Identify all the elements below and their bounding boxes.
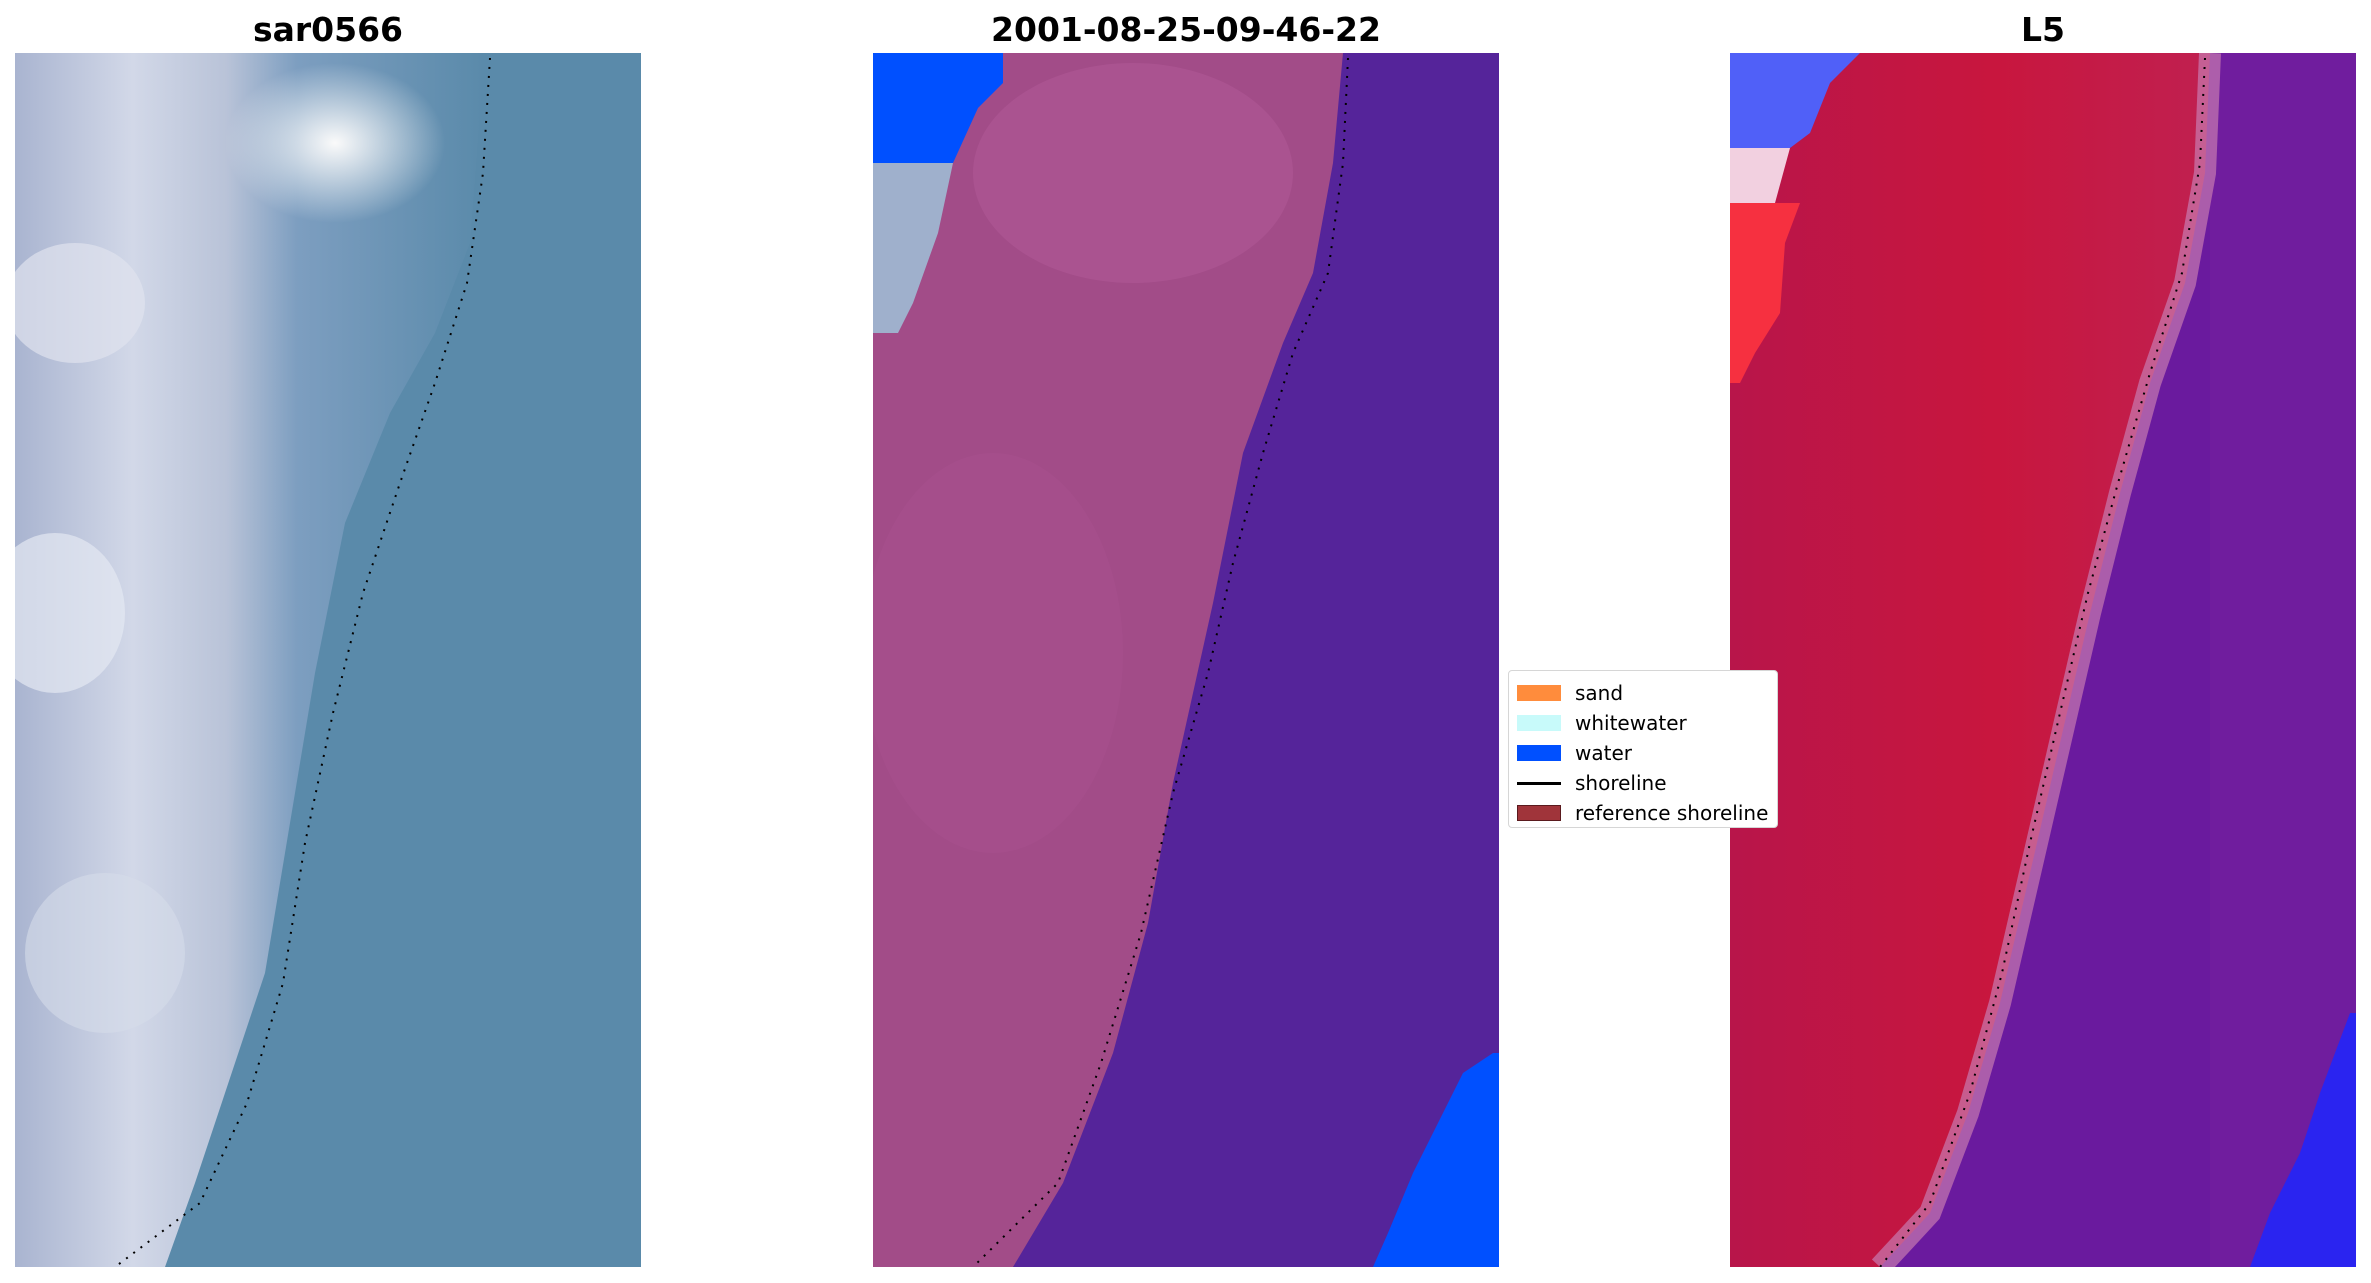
water-swatch — [1517, 745, 1561, 761]
rgb-image — [15, 53, 641, 1267]
water-patch-top — [873, 53, 1003, 163]
legend: sand whitewater water shoreline referenc… — [1508, 670, 1778, 828]
shoreline-rgb — [114, 57, 491, 1267]
reference-shoreline-swatch — [1517, 805, 1561, 821]
legend-label-sand: sand — [1575, 681, 1624, 705]
legend-label-whitewater: whitewater — [1575, 711, 1687, 735]
blue-patch-top — [1730, 53, 1860, 148]
whitewater-swatch — [1517, 715, 1561, 731]
legend-item-reference-shoreline: reference shoreline — [1517, 798, 1768, 828]
legend-item-sand: sand — [1517, 678, 1623, 708]
panel-title-rgb: sar0566 — [252, 10, 404, 49]
legend-item-whitewater: whitewater — [1517, 708, 1687, 738]
legend-label-reference-shoreline: reference shoreline — [1575, 801, 1769, 825]
classified-image-panel — [873, 53, 1499, 1267]
panel-title-false-color: L5 — [2021, 10, 2065, 49]
rgb-image-panel — [15, 53, 641, 1267]
sand-swatch — [1517, 685, 1561, 701]
legend-label-water: water — [1575, 741, 1632, 765]
legend-item-shoreline: shoreline — [1517, 768, 1667, 798]
shoreline-false-color — [1879, 57, 2206, 1267]
panel-title-classified: 2001-08-25-09-46-22 — [991, 10, 1381, 49]
false-color-image-panel — [1730, 53, 2356, 1267]
legend-label-shoreline: shoreline — [1575, 771, 1667, 795]
false-color-image — [1730, 53, 2356, 1267]
classified-image — [873, 53, 1499, 1267]
shoreline-line-icon — [1517, 781, 1561, 785]
blue-patch-bottom — [2250, 1013, 2356, 1267]
water-patch-bottom — [1373, 1053, 1499, 1267]
legend-item-water: water — [1517, 738, 1632, 768]
whitewater-patch — [873, 163, 953, 333]
